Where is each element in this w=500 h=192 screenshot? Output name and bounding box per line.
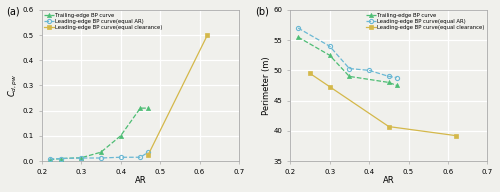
Trailing-edge BP curve <box>346 75 352 78</box>
Leading-edge BP curve(equal AR) <box>386 75 392 78</box>
Leading-edge BP curve(equal AR) <box>118 156 124 158</box>
Trailing-edge BP curve <box>58 157 64 160</box>
X-axis label: AR: AR <box>134 176 146 185</box>
Leading-edge BP curve(equal AR) <box>58 157 64 160</box>
Trailing-edge BP curve <box>326 54 332 56</box>
Leading-edge BP curve(equal AR) <box>46 158 52 160</box>
Leading-edge BP curve(equal clearance) <box>145 154 151 156</box>
Line: Trailing-edge BP curve: Trailing-edge BP curve <box>48 106 150 162</box>
Leading-edge BP curve(equal AR) <box>346 67 352 70</box>
Line: Leading-edge BP curve(equal clearance): Leading-edge BP curve(equal clearance) <box>146 33 210 157</box>
Trailing-edge BP curve <box>78 157 84 159</box>
X-axis label: AR: AR <box>383 176 394 185</box>
Leading-edge BP curve(equal AR) <box>138 156 143 158</box>
Text: (a): (a) <box>6 7 20 17</box>
Leading-edge BP curve(equal clearance) <box>326 85 332 88</box>
Leading-edge BP curve(equal AR) <box>394 76 400 79</box>
Line: Leading-edge BP curve(equal AR): Leading-edge BP curve(equal AR) <box>48 150 150 161</box>
Line: Leading-edge BP curve(equal clearance): Leading-edge BP curve(equal clearance) <box>308 71 458 138</box>
Leading-edge BP curve(equal AR) <box>78 157 84 159</box>
Trailing-edge BP curve <box>386 81 392 84</box>
Legend: Trailing-edge BP curve, Leading-edge BP curve(equal AR), Leading-edge BP curve(e: Trailing-edge BP curve, Leading-edge BP … <box>366 12 486 31</box>
Leading-edge BP curve(equal AR) <box>145 151 151 153</box>
Y-axis label: $C_{d,pw}$: $C_{d,pw}$ <box>7 74 20 97</box>
Leading-edge BP curve(equal AR) <box>326 45 332 47</box>
Leading-edge BP curve(equal AR) <box>98 157 104 159</box>
Trailing-edge BP curve <box>98 151 104 153</box>
Leading-edge BP curve(equal AR) <box>366 69 372 71</box>
Line: Trailing-edge BP curve: Trailing-edge BP curve <box>296 35 399 88</box>
Trailing-edge BP curve <box>118 135 124 137</box>
Trailing-edge BP curve <box>138 107 143 109</box>
Text: (b): (b) <box>254 7 268 17</box>
Leading-edge BP curve(equal clearance) <box>453 134 459 137</box>
Trailing-edge BP curve <box>295 36 301 38</box>
Line: Leading-edge BP curve(equal AR): Leading-edge BP curve(equal AR) <box>296 26 399 80</box>
Leading-edge BP curve(equal clearance) <box>307 72 313 74</box>
Legend: Trailing-edge BP curve, Leading-edge BP curve(equal AR), Leading-edge BP curve(e: Trailing-edge BP curve, Leading-edge BP … <box>44 12 164 31</box>
Leading-edge BP curve(equal AR) <box>295 27 301 29</box>
Leading-edge BP curve(equal clearance) <box>204 34 210 36</box>
Trailing-edge BP curve <box>46 159 52 161</box>
Leading-edge BP curve(equal clearance) <box>386 125 392 128</box>
Trailing-edge BP curve <box>394 84 400 87</box>
Trailing-edge BP curve <box>145 107 151 109</box>
Y-axis label: Perimeter (m): Perimeter (m) <box>262 56 271 115</box>
